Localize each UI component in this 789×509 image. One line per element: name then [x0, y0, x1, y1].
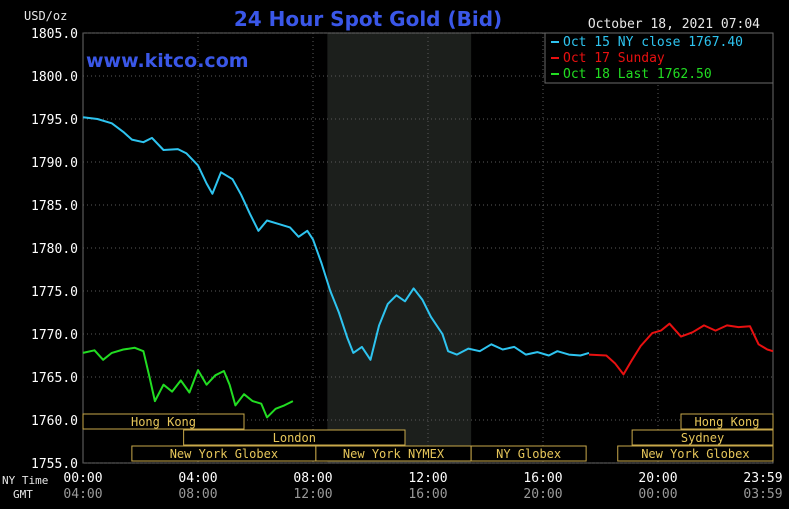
- session-label: New York Globex: [170, 447, 278, 461]
- session-bar: [82, 413, 245, 430]
- ny-time-row-label: NY Time: [2, 474, 48, 487]
- session-label: New York Globex: [641, 447, 749, 461]
- y-tick-label: 1805.0: [31, 27, 78, 42]
- session-bar: [617, 445, 774, 462]
- gmt-row-label: GMT: [13, 488, 33, 501]
- x-tick-label-gmt: 00:00: [638, 487, 677, 502]
- y-tick-label: 1755.0: [31, 457, 78, 472]
- y-axis-label: USD/oz: [24, 9, 67, 23]
- x-tick-label-ny: 16:00: [523, 471, 562, 486]
- session-label: London: [273, 431, 316, 445]
- session-bar: [183, 429, 406, 446]
- session-bar: [470, 445, 587, 462]
- x-tick-label-gmt: 04:00: [63, 487, 102, 502]
- series-line: [82, 116, 590, 361]
- session-label: New York NYMEX: [343, 447, 445, 461]
- session-label: Hong Kong: [694, 415, 759, 429]
- session-label: NY Globex: [496, 447, 561, 461]
- y-tick-label: 1785.0: [31, 199, 78, 214]
- y-tick-label: 1775.0: [31, 285, 78, 300]
- x-tick-label-ny: 12:00: [408, 471, 447, 486]
- legend-entry: Oct 15 NY close 1767.40: [563, 35, 743, 50]
- chart-title: 24 Hour Spot Gold (Bid): [234, 7, 502, 31]
- y-tick-label: 1780.0: [31, 242, 78, 257]
- x-tick-label-ny: 04:00: [178, 471, 217, 486]
- y-tick-label: 1790.0: [31, 156, 78, 171]
- session-bar: [680, 413, 774, 430]
- legend-entry: Oct 18 Last 1762.50: [563, 67, 712, 82]
- x-tick-label-gmt: 12:00: [293, 487, 332, 502]
- x-tick-label-gmt: 16:00: [408, 487, 447, 502]
- legend-box: [544, 32, 774, 84]
- series-line: [588, 322, 774, 376]
- session-label: Sydney: [681, 431, 724, 445]
- y-tick-label: 1760.0: [31, 414, 78, 429]
- x-tick-label-ny: 08:00: [293, 471, 332, 486]
- x-tick-label-gmt: 08:00: [178, 487, 217, 502]
- website-label: www.kitco.com: [86, 50, 249, 72]
- timestamp-label: October 18, 2021 07:04: [588, 17, 760, 32]
- session-bar: [631, 429, 774, 446]
- x-tick-label-gmt: 20:00: [523, 487, 562, 502]
- x-tick-label-ny: 00:00: [63, 471, 102, 486]
- y-tick-label: 1795.0: [31, 113, 78, 128]
- x-tick-label-ny: 20:00: [638, 471, 677, 486]
- series-line: [82, 346, 294, 419]
- x-tick-label-gmt: 03:59: [743, 487, 782, 502]
- y-tick-label: 1800.0: [31, 70, 78, 85]
- y-tick-label: 1770.0: [31, 328, 78, 343]
- legend-entry: Oct 17 Sunday: [563, 51, 665, 66]
- session-label: Hong Kong: [131, 415, 196, 429]
- y-tick-label: 1765.0: [31, 371, 78, 386]
- x-tick-label-ny: 23:59: [743, 471, 782, 486]
